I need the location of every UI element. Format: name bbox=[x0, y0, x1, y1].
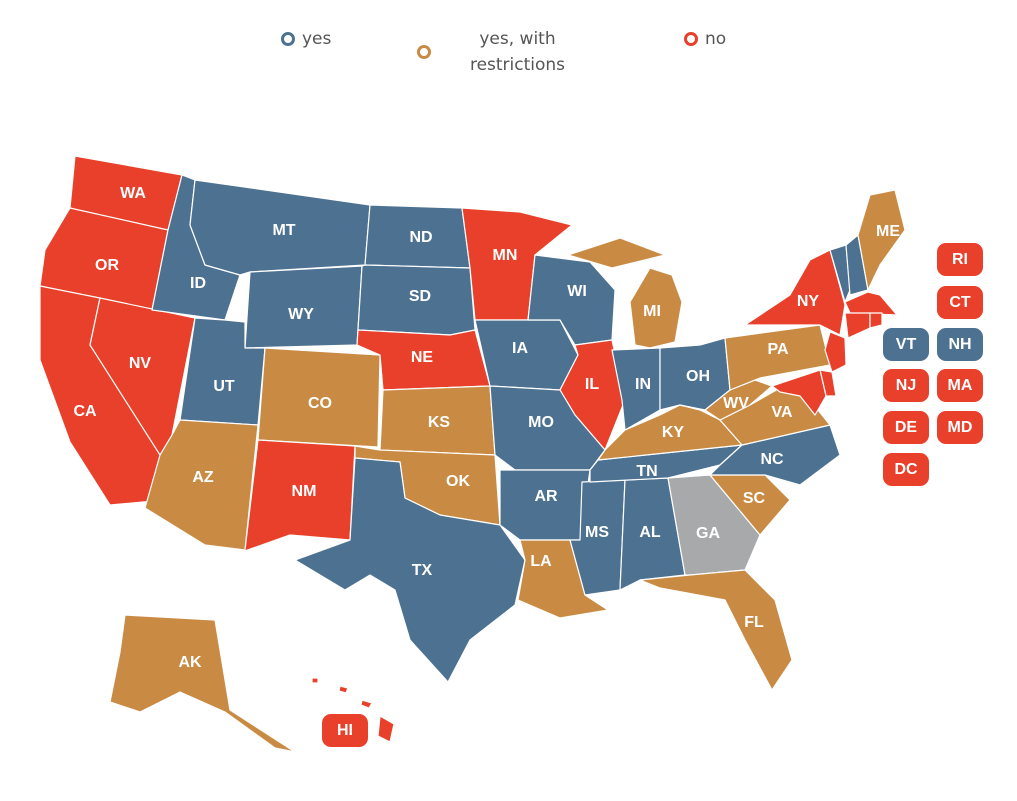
states bbox=[39, 155, 906, 753]
state-label: AZ bbox=[192, 469, 214, 486]
state-label: MO bbox=[528, 414, 554, 431]
state-label: WA bbox=[120, 185, 146, 202]
state-label: CA bbox=[73, 403, 97, 420]
labels: MT ND ID WY SD UT IA WI MO IN OH AR TX M… bbox=[73, 185, 972, 739]
state bbox=[869, 312, 883, 329]
state-label: OK bbox=[446, 473, 470, 490]
legend-swatch bbox=[281, 32, 295, 46]
state bbox=[724, 324, 831, 391]
state-label: KY bbox=[662, 424, 685, 441]
state bbox=[311, 677, 395, 743]
badge bbox=[883, 411, 929, 444]
state bbox=[857, 189, 906, 291]
state-label: OR bbox=[95, 257, 119, 274]
state-label: NE bbox=[411, 349, 434, 366]
badges bbox=[322, 243, 983, 747]
state-label: FL bbox=[744, 614, 764, 631]
badge bbox=[937, 243, 983, 276]
state-label: VA bbox=[771, 404, 792, 421]
legend-label: yes bbox=[302, 29, 332, 49]
legend-label: no bbox=[705, 29, 727, 49]
state-label: NY bbox=[797, 293, 820, 310]
badge bbox=[883, 453, 929, 486]
state-label: GA bbox=[696, 525, 720, 542]
state-label: SC bbox=[743, 490, 766, 507]
badge-label: MA bbox=[948, 377, 973, 394]
state bbox=[294, 457, 526, 683]
badge bbox=[937, 286, 983, 319]
state-label: IN bbox=[635, 376, 651, 393]
legend-label: yes, with restrictions bbox=[469, 29, 566, 75]
state-label: WI bbox=[567, 283, 587, 300]
state-label: NC bbox=[760, 451, 784, 468]
badge-label: CT bbox=[949, 294, 971, 311]
state-label: OH bbox=[686, 368, 710, 385]
state bbox=[844, 291, 898, 316]
badge-label: VT bbox=[896, 336, 917, 353]
state bbox=[567, 237, 683, 349]
state bbox=[844, 312, 871, 339]
state-label: MI bbox=[643, 303, 661, 320]
badge-label: NJ bbox=[896, 377, 916, 394]
badge-label: DE bbox=[895, 419, 918, 436]
state bbox=[744, 249, 846, 336]
state-label: IL bbox=[585, 376, 599, 393]
badge-label: HI bbox=[337, 722, 353, 739]
state-label: SD bbox=[409, 288, 431, 305]
badge bbox=[322, 714, 368, 747]
state-label: ND bbox=[409, 229, 432, 246]
badge bbox=[883, 328, 929, 361]
badge bbox=[937, 369, 983, 402]
state bbox=[639, 569, 793, 691]
state bbox=[824, 331, 847, 373]
state bbox=[597, 404, 743, 461]
badge bbox=[883, 369, 929, 402]
badge bbox=[937, 328, 983, 361]
state-label: KS bbox=[428, 414, 451, 431]
state bbox=[771, 369, 827, 416]
badge-label: DC bbox=[894, 461, 918, 478]
badge-label: RI bbox=[952, 251, 968, 268]
state-label: AR bbox=[534, 488, 558, 505]
state-label: MS bbox=[585, 524, 609, 541]
badge-label: MD bbox=[948, 419, 973, 436]
legend-swatch bbox=[417, 45, 431, 59]
state-label: LA bbox=[530, 553, 552, 570]
state-label: WY bbox=[288, 306, 314, 323]
state-label: PA bbox=[767, 341, 788, 358]
state-label: TX bbox=[412, 562, 433, 579]
badge bbox=[937, 411, 983, 444]
legend-swatch bbox=[684, 32, 698, 46]
state-label: ID bbox=[190, 275, 206, 292]
state bbox=[611, 347, 661, 431]
state-label: NV bbox=[129, 355, 152, 372]
state-label: IA bbox=[512, 340, 528, 357]
state-label: TN bbox=[636, 463, 657, 480]
state bbox=[257, 347, 381, 448]
badge-label: NH bbox=[948, 336, 971, 353]
state-label: CO bbox=[308, 395, 332, 412]
state-label: NM bbox=[292, 483, 317, 500]
state-label: MN bbox=[493, 247, 518, 264]
state-label: AL bbox=[639, 524, 661, 541]
state bbox=[144, 419, 259, 551]
state-label: UT bbox=[213, 378, 235, 395]
state bbox=[709, 424, 841, 486]
state-label: ME bbox=[876, 223, 900, 240]
state bbox=[109, 614, 296, 753]
state-label: MT bbox=[272, 222, 295, 239]
state-label: AK bbox=[178, 654, 202, 671]
state-label: WV bbox=[723, 395, 749, 412]
